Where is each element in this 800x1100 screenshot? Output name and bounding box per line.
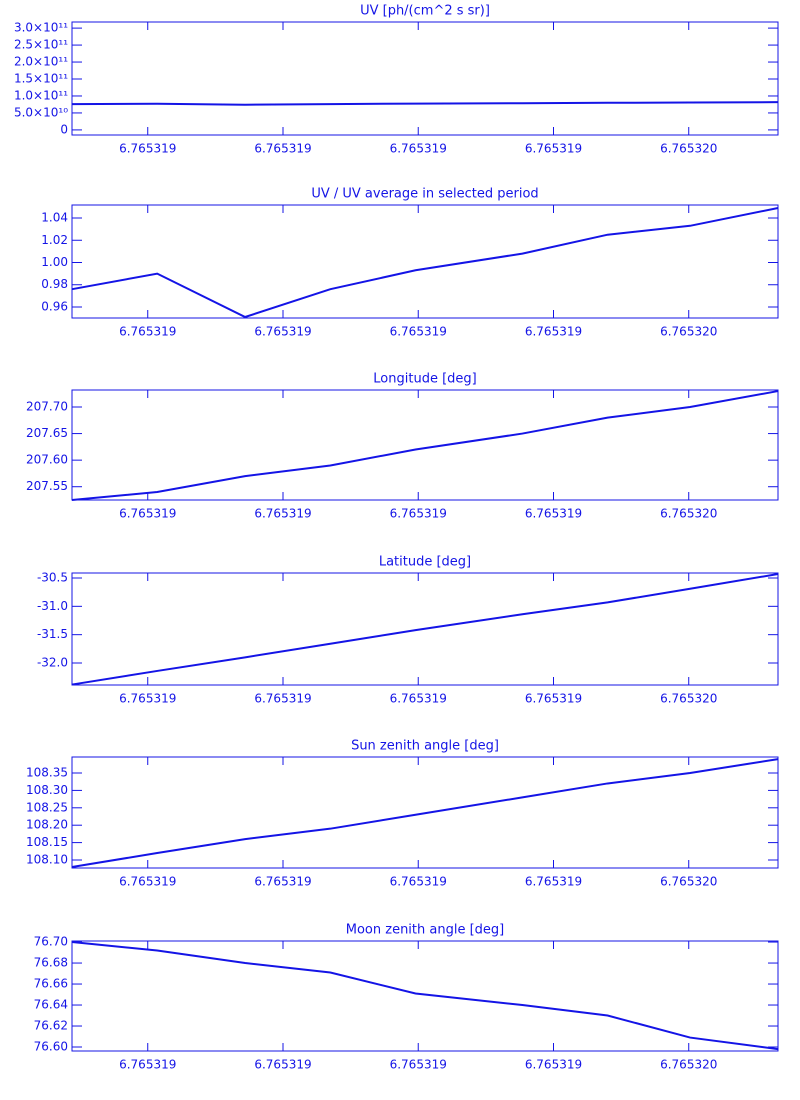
x-tick-label: 6.765319	[525, 325, 582, 339]
x-tick-label: 6.765319	[525, 692, 582, 706]
y-tick-label: 207.70	[26, 400, 68, 414]
plot-frame	[71, 204, 779, 319]
y-tick-label: 0.96	[41, 299, 68, 313]
y-tick-label: 0.98	[41, 277, 68, 291]
x-tick-label: 6.765319	[119, 325, 176, 339]
y-tick-label: 108.35	[26, 766, 68, 780]
x-tick-label: 6.765319	[254, 325, 311, 339]
y-tick-label: 76.60	[34, 1040, 68, 1054]
data-line	[71, 573, 779, 686]
x-tick-label: 6.765319	[119, 692, 176, 706]
y-tick-label: 207.65	[26, 426, 68, 440]
y-tick-label: -31.5	[37, 627, 68, 641]
y-tick-label: 1.0×10¹¹	[14, 88, 68, 102]
plot-frame	[71, 756, 779, 869]
x-tick-label: 6.765319	[254, 875, 311, 889]
plot-frame	[71, 940, 779, 1052]
y-tick-label: 76.70	[34, 935, 68, 949]
data-line	[71, 941, 779, 1051]
y-tick-label: -31.0	[37, 599, 68, 613]
y-tick-label: 76.64	[34, 998, 68, 1012]
y-tick-label: 3.0×10¹¹	[14, 21, 68, 35]
x-tick-label: 6.765319	[390, 692, 447, 706]
x-tick-label: 6.765319	[119, 875, 176, 889]
data-line	[71, 101, 779, 106]
plot-frame	[71, 389, 779, 501]
x-tick-label: 6.765319	[119, 142, 176, 156]
x-tick-label: 6.765319	[254, 507, 311, 521]
y-tick-label: 1.04	[41, 211, 68, 225]
y-tick-label: 108.15	[26, 835, 68, 849]
x-tick-label: 6.765320	[660, 507, 717, 521]
y-tick-label: 207.60	[26, 453, 68, 467]
x-tick-label: 6.765319	[525, 507, 582, 521]
x-tick-label: 6.765319	[390, 875, 447, 889]
y-tick-label: 108.20	[26, 818, 68, 832]
x-tick-label: 6.765319	[390, 1058, 447, 1072]
plot-frame	[71, 21, 779, 136]
chart-title: Latitude [deg]	[379, 555, 471, 570]
plot-frame	[71, 572, 779, 686]
y-tick-label: 76.62	[34, 1019, 68, 1033]
x-tick-label: 6.765320	[660, 325, 717, 339]
y-tick-label: 108.10	[26, 852, 68, 866]
y-tick-label: 76.68	[34, 956, 68, 970]
x-tick-label: 6.765320	[660, 1058, 717, 1072]
chart-title: UV [ph/(cm^2 s sr)]	[360, 4, 490, 19]
chart-title: Moon zenith angle [deg]	[346, 923, 504, 938]
y-tick-label: 2.5×10¹¹	[14, 38, 68, 52]
x-tick-label: 6.765319	[390, 325, 447, 339]
x-tick-label: 6.765320	[660, 692, 717, 706]
y-tick-label: 0	[60, 122, 68, 136]
x-tick-label: 6.765320	[660, 875, 717, 889]
x-tick-label: 6.765319	[525, 1058, 582, 1072]
y-tick-label: 108.25	[26, 800, 68, 814]
y-tick-label: 1.02	[41, 233, 68, 247]
y-tick-label: 1.00	[41, 255, 68, 269]
y-tick-label: -30.5	[37, 570, 68, 584]
x-tick-label: 6.765319	[254, 1058, 311, 1072]
chart-title: Sun zenith angle [deg]	[351, 739, 499, 754]
x-tick-label: 6.765319	[119, 1058, 176, 1072]
chart-title: Longitude [deg]	[373, 372, 476, 387]
chart-title: UV / UV average in selected period	[311, 187, 538, 202]
y-tick-label: 108.30	[26, 783, 68, 797]
data-line	[71, 390, 779, 501]
y-tick-label: 207.55	[26, 479, 68, 493]
y-tick-label: -32.0	[37, 656, 68, 670]
x-tick-label: 6.765320	[660, 142, 717, 156]
x-tick-label: 6.765319	[390, 142, 447, 156]
y-tick-label: 5.0×10¹⁰	[14, 105, 68, 119]
x-tick-label: 6.765319	[390, 507, 447, 521]
data-line	[71, 207, 779, 319]
x-tick-label: 6.765319	[254, 142, 311, 156]
x-tick-label: 6.765319	[119, 507, 176, 521]
x-tick-label: 6.765319	[525, 875, 582, 889]
y-tick-label: 1.5×10¹¹	[14, 72, 68, 86]
y-tick-label: 2.0×10¹¹	[14, 55, 68, 69]
x-tick-label: 6.765319	[525, 142, 582, 156]
y-tick-label: 76.66	[34, 977, 68, 991]
x-tick-label: 6.765319	[254, 692, 311, 706]
data-line	[71, 758, 779, 868]
